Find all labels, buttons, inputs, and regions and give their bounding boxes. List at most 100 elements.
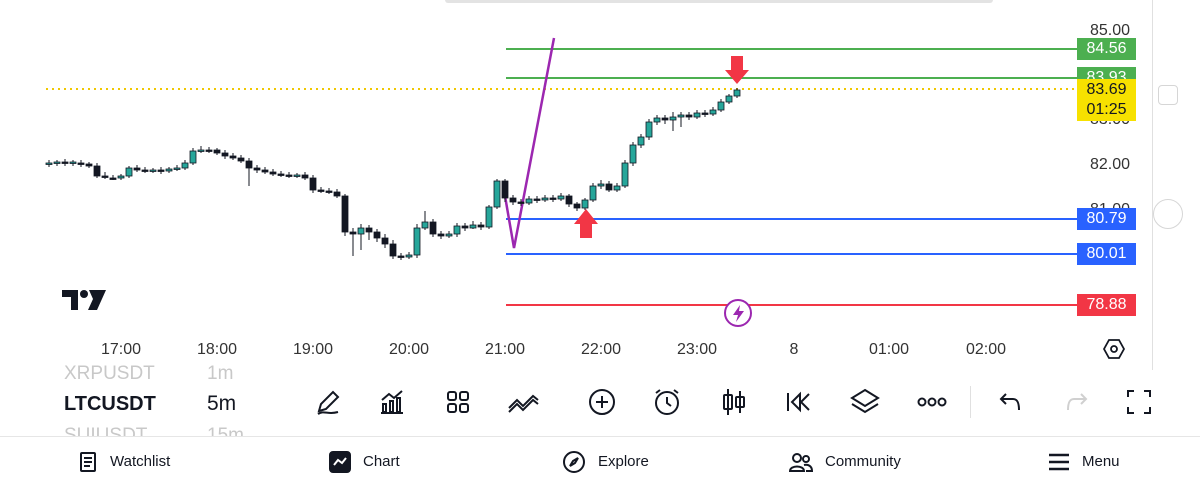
nav-menu[interactable]: Menu	[1048, 437, 1120, 485]
candle-type-icon[interactable]	[717, 385, 751, 419]
nav-watchlist[interactable]: Watchlist	[78, 437, 170, 485]
level-badge-84-56[interactable]: 84.56	[1077, 38, 1136, 60]
candle-body-36	[333, 191, 341, 197]
candle-body-56	[493, 180, 501, 208]
level-badge-80-01[interactable]: 80.01	[1077, 243, 1136, 265]
replay-icon[interactable]	[781, 385, 815, 419]
fullscreen-icon[interactable]	[1122, 385, 1156, 419]
bottom-navigation: Watchlist Chart Explore Community Menu	[0, 436, 1200, 485]
level-badge-83-93[interactable]: 83.93	[1077, 67, 1136, 79]
level-badge-78-88[interactable]: 78.88	[1077, 294, 1136, 316]
candle-body-23	[229, 155, 237, 159]
candle-body-49	[437, 233, 445, 237]
candle-body-77	[661, 117, 669, 121]
candle-body-26	[253, 167, 261, 171]
level-badge-80-79[interactable]: 80.79	[1077, 208, 1136, 230]
price-chart[interactable]	[0, 0, 1200, 370]
nav-community[interactable]: Community	[789, 437, 901, 485]
candle-body-0	[45, 162, 53, 165]
candle-body-57	[501, 180, 509, 199]
toolbar-separator	[970, 386, 971, 418]
alert-clock-icon[interactable]	[650, 385, 684, 419]
candle-body-31	[293, 174, 301, 177]
candle-body-70	[605, 183, 613, 191]
add-icon[interactable]	[585, 385, 619, 419]
right-edge-divider	[1152, 0, 1153, 370]
price-tick-85: 85.00	[1089, 22, 1130, 39]
interval-selector[interactable]: 5m	[207, 392, 237, 415]
time-tick-2100: 21:00	[484, 341, 526, 358]
candle-body-67	[581, 199, 589, 209]
symbol-name[interactable]: LTCUSDT	[64, 393, 156, 415]
nav-watchlist-label: Watchlist	[110, 453, 171, 470]
candle-body-60	[525, 198, 533, 204]
nav-explore[interactable]: Explore	[562, 437, 649, 485]
candle-body-86	[733, 89, 741, 97]
candle-body-50	[445, 233, 453, 237]
nav-chart-label: Chart	[363, 453, 400, 470]
candle-body-46	[413, 227, 421, 256]
candle-body-18	[189, 150, 197, 164]
candle-body-21	[213, 149, 221, 154]
candle-body-73	[629, 144, 637, 164]
candle-body-37	[341, 195, 349, 233]
pencil-icon[interactable]	[311, 385, 345, 419]
compare-icon[interactable]	[507, 385, 541, 419]
candle-body-38	[349, 231, 357, 235]
candle-body-78	[669, 116, 677, 121]
time-tick-2200: 22:00	[580, 341, 622, 358]
candle-body-13	[149, 169, 157, 172]
time-tick-1700: 17:00	[100, 341, 142, 358]
community-icon	[789, 452, 813, 472]
nav-explore-label: Explore	[598, 453, 649, 470]
candle-body-16	[173, 167, 181, 170]
more-icon[interactable]	[915, 385, 949, 419]
chart-icon	[329, 450, 351, 473]
chart-area[interactable]: 85.00 83.00 82.00 81.00 84.56 83.93 83.6…	[0, 0, 1200, 370]
undo-icon[interactable]	[993, 385, 1027, 419]
candle-body-83	[709, 109, 717, 115]
indicators-icon[interactable]	[375, 385, 409, 419]
edge-handle[interactable]	[1158, 85, 1178, 105]
prev-interval[interactable]: 1m	[207, 363, 234, 384]
candle-body-80	[685, 114, 693, 118]
candle-body-85	[725, 95, 733, 103]
nav-menu-label: Menu	[1082, 453, 1120, 470]
candle-body-72	[621, 162, 629, 187]
nav-community-label: Community	[825, 453, 901, 470]
candle-body-30	[285, 174, 293, 177]
candle-body-32	[301, 174, 309, 179]
candle-body-29	[277, 173, 285, 176]
redo-icon[interactable]	[1060, 385, 1094, 419]
candle-body-66	[573, 203, 581, 209]
candle-body-22	[221, 152, 229, 157]
candle-body-75	[645, 121, 653, 138]
layers-icon[interactable]	[848, 385, 882, 419]
candle-body-35	[325, 190, 333, 193]
candle-body-14	[157, 169, 165, 172]
candle-body-81	[693, 112, 701, 118]
edge-circle-button[interactable]	[1153, 199, 1183, 229]
last-price-badge: 83.69 01:25	[1077, 79, 1136, 121]
candle-body-54	[477, 224, 485, 228]
candle-body-53	[469, 224, 477, 229]
candle-body-8	[109, 177, 117, 180]
candle-body-33	[309, 177, 317, 191]
prev-symbol[interactable]: XRPUSDT	[64, 363, 155, 384]
templates-icon[interactable]	[441, 385, 475, 419]
nav-chart[interactable]: Chart	[329, 437, 400, 485]
candle-body-59	[517, 201, 525, 204]
trend-line	[503, 37, 556, 249]
symbol-toolbar: XRPUSDT 1m LTCUSDT 5m SUIUSDT 15m	[0, 363, 1200, 446]
candle-body-17	[181, 162, 189, 169]
candle-body-19	[197, 149, 205, 152]
candle-body-71	[613, 185, 621, 191]
candle-body-68	[589, 185, 597, 201]
candle-body-52	[461, 225, 469, 229]
candle-body-47	[421, 221, 429, 229]
last-price-value: 83.69	[1086, 81, 1127, 98]
candle-body-44	[397, 255, 405, 258]
candle-body-69	[597, 183, 605, 187]
time-tick-2300: 23:00	[676, 341, 718, 358]
candle-body-15	[165, 168, 173, 172]
